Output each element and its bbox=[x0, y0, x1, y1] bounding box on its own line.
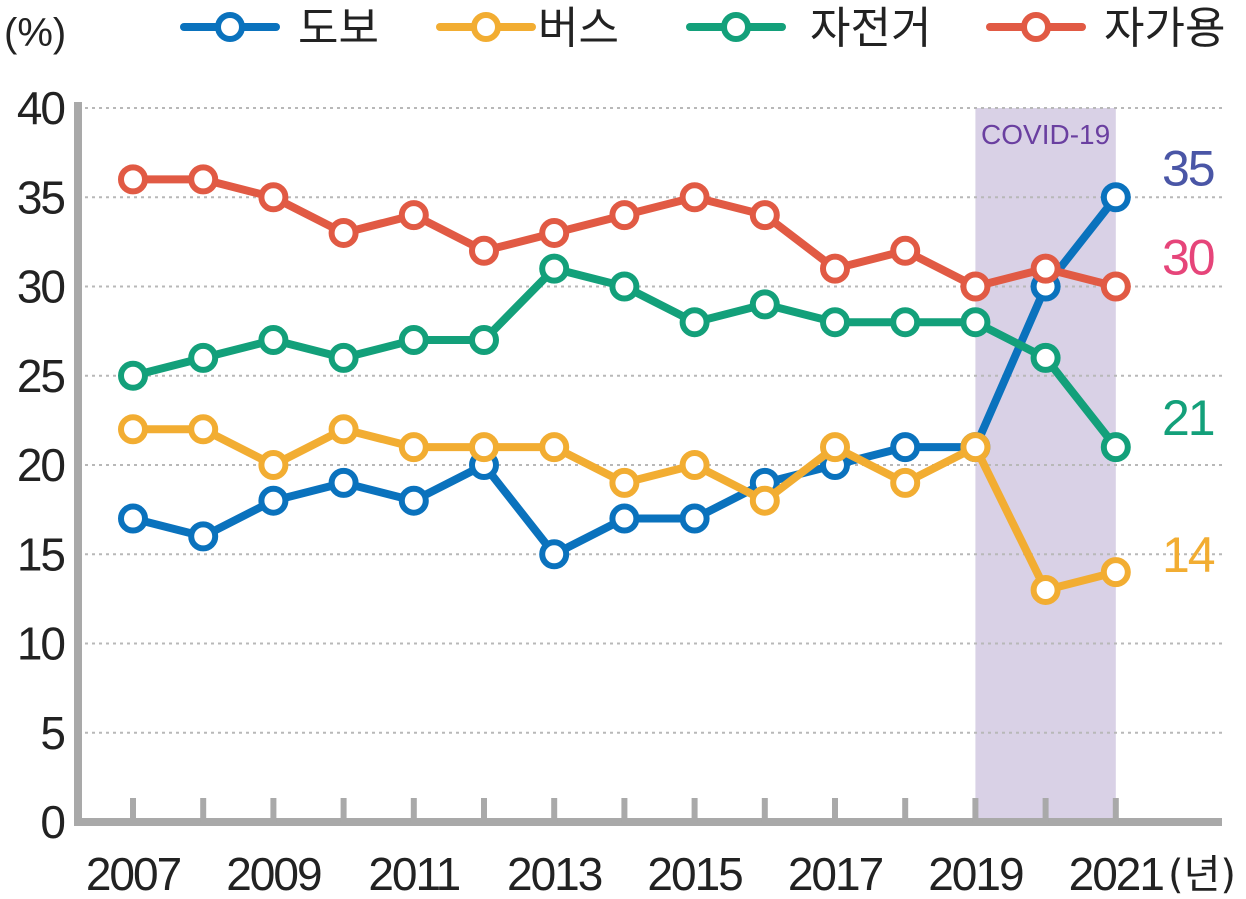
data-point bbox=[960, 432, 991, 463]
x-unit-label: (년) bbox=[1168, 852, 1236, 898]
data-point bbox=[749, 289, 780, 320]
data-point bbox=[890, 307, 921, 338]
data-point bbox=[820, 307, 850, 338]
data-point bbox=[1100, 271, 1131, 302]
data-point bbox=[609, 467, 640, 498]
data-point bbox=[118, 414, 148, 445]
series-3 bbox=[118, 164, 1131, 302]
data-point bbox=[398, 485, 429, 516]
x-tick-label: 2011 bbox=[368, 848, 459, 899]
y-tick-label: 20 bbox=[17, 439, 65, 491]
data-point bbox=[609, 200, 640, 231]
data-point bbox=[328, 342, 359, 373]
y-tick-label: 10 bbox=[17, 618, 65, 670]
data-point bbox=[118, 360, 148, 391]
data-point bbox=[679, 503, 710, 534]
data-point bbox=[609, 503, 640, 534]
data-point bbox=[118, 503, 148, 534]
x-tick-label: 2007 bbox=[86, 848, 181, 899]
y-tick-label: 25 bbox=[17, 350, 65, 402]
data-point bbox=[539, 432, 570, 463]
legend-label: 자가용 bbox=[1104, 3, 1225, 54]
y-tick-label: 0 bbox=[40, 796, 64, 848]
end-label: 21 bbox=[1162, 390, 1214, 446]
data-point bbox=[258, 485, 289, 516]
end-label: 14 bbox=[1162, 527, 1215, 583]
data-point bbox=[398, 200, 429, 231]
end-label: 30 bbox=[1162, 230, 1214, 286]
y-tick-label: 40 bbox=[17, 82, 65, 134]
data-point bbox=[469, 235, 499, 266]
data-point bbox=[1100, 182, 1131, 213]
covid-label: COVID-19 bbox=[981, 119, 1110, 150]
data-point bbox=[1030, 342, 1061, 373]
data-point bbox=[398, 325, 429, 356]
legend-marker bbox=[721, 12, 751, 42]
y-tick-label: 30 bbox=[17, 261, 65, 313]
data-point bbox=[188, 414, 219, 445]
data-point bbox=[749, 200, 780, 231]
data-point bbox=[890, 432, 921, 463]
y-tick-label: 5 bbox=[40, 707, 64, 759]
legend-item: 자가용 bbox=[986, 3, 1225, 54]
data-point bbox=[398, 432, 429, 463]
series-0 bbox=[118, 182, 1131, 570]
data-point bbox=[539, 217, 570, 248]
data-point bbox=[820, 432, 850, 463]
data-point bbox=[1030, 253, 1061, 284]
data-point bbox=[960, 307, 991, 338]
data-point bbox=[679, 182, 710, 213]
data-point bbox=[258, 450, 289, 480]
data-point bbox=[539, 253, 570, 284]
data-point bbox=[328, 414, 359, 445]
data-point bbox=[328, 217, 359, 248]
x-tick-label: 2015 bbox=[647, 848, 742, 899]
data-point bbox=[1100, 557, 1131, 588]
data-point bbox=[469, 432, 499, 463]
x-tick-label: 2017 bbox=[788, 848, 883, 899]
series-2 bbox=[118, 253, 1131, 463]
legend-label: 자전거 bbox=[810, 3, 931, 54]
data-point bbox=[328, 467, 359, 498]
y-unit-label: (%) bbox=[4, 11, 66, 55]
data-point bbox=[1030, 574, 1061, 605]
end-label: 35 bbox=[1162, 140, 1214, 196]
data-point bbox=[539, 539, 570, 570]
y-tick-label: 35 bbox=[17, 171, 65, 223]
data-point bbox=[188, 521, 219, 552]
data-point bbox=[469, 325, 499, 356]
legend-marker bbox=[471, 12, 501, 42]
legend-label: 버스 bbox=[538, 3, 619, 54]
data-point bbox=[609, 271, 640, 302]
data-point bbox=[188, 342, 219, 373]
legend-item: 버스 bbox=[436, 3, 619, 54]
data-point bbox=[890, 235, 921, 266]
data-point bbox=[890, 467, 921, 498]
legend-marker bbox=[1021, 12, 1051, 42]
data-point bbox=[679, 307, 710, 338]
legend-item: 자전거 bbox=[686, 3, 931, 54]
data-point bbox=[188, 164, 219, 195]
data-point bbox=[258, 182, 289, 213]
x-tick-label: 2021 bbox=[1069, 848, 1164, 899]
data-point bbox=[820, 253, 850, 284]
data-point bbox=[679, 450, 710, 480]
data-point bbox=[118, 164, 148, 195]
x-tick-label: 2013 bbox=[507, 848, 602, 899]
data-point bbox=[258, 325, 289, 356]
data-point bbox=[1100, 432, 1131, 463]
data-point bbox=[749, 485, 780, 516]
series-1 bbox=[118, 414, 1131, 605]
legend-item: 도보 bbox=[180, 3, 379, 54]
legend-label: 도보 bbox=[298, 3, 379, 54]
legend-marker bbox=[215, 12, 245, 42]
y-tick-label: 15 bbox=[17, 528, 65, 580]
data-point bbox=[960, 271, 991, 302]
x-tick-label: 2009 bbox=[226, 848, 321, 899]
x-tick-label: 2019 bbox=[928, 848, 1023, 899]
